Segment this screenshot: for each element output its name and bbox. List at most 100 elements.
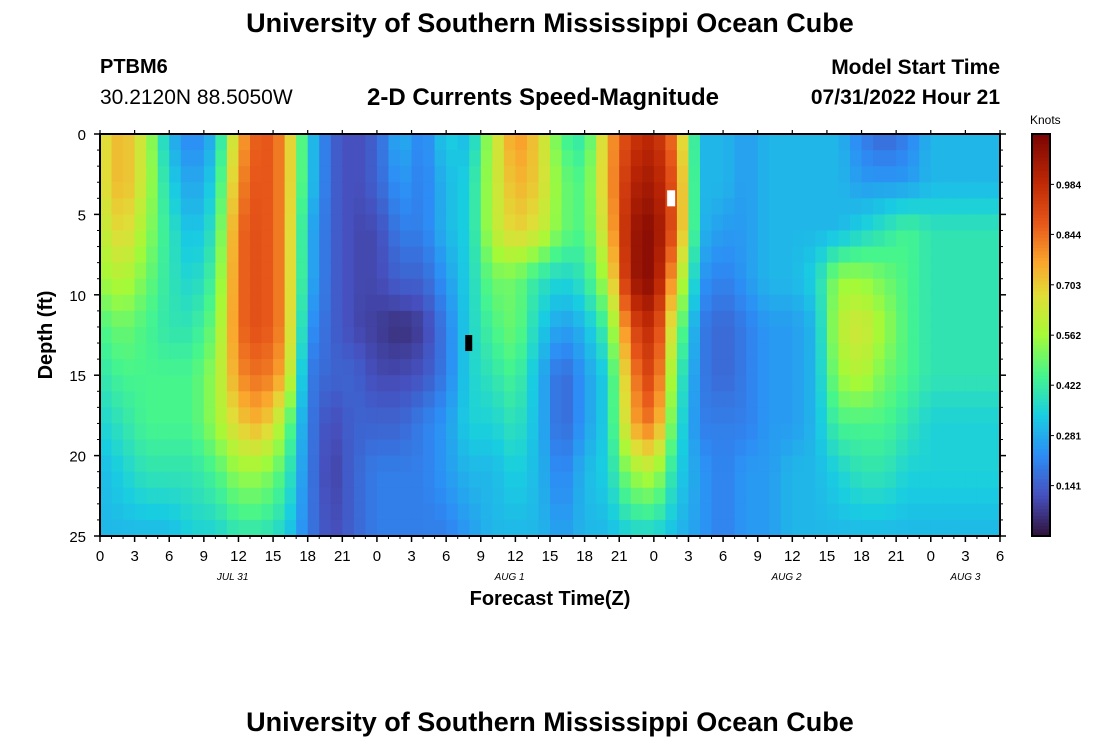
heatmap-cell (896, 134, 909, 151)
heatmap-cell (111, 423, 124, 441)
colorbar-segment (1032, 264, 1050, 269)
heatmap-cell (330, 182, 343, 199)
heatmap-cell (873, 294, 886, 312)
heatmap-cell (607, 423, 620, 441)
heatmap-cell (100, 359, 113, 376)
heatmap-cell (480, 150, 493, 167)
heatmap-cell (111, 455, 124, 473)
heatmap-cell (146, 487, 159, 505)
heatmap-cell (376, 198, 390, 215)
heatmap-cell (965, 278, 978, 296)
heatmap-cell (446, 423, 459, 441)
heatmap-cell (515, 375, 528, 392)
heatmap-cell (434, 487, 447, 505)
heatmap-cell (123, 230, 136, 248)
heatmap-cell (134, 150, 147, 167)
heatmap-cell (792, 471, 805, 489)
heatmap-cell (111, 519, 124, 537)
colorbar-segment (1032, 134, 1050, 138)
heatmap-cell (746, 455, 759, 473)
heatmap-cell (157, 471, 170, 489)
heatmap-cell (573, 519, 586, 537)
heatmap-cell (134, 359, 147, 376)
heatmap-cell (134, 166, 147, 183)
heatmap-cell (411, 326, 424, 344)
heatmap-cell (930, 310, 943, 328)
heatmap-cell (803, 487, 816, 505)
heatmap-cell (146, 278, 159, 296)
heatmap-cell (665, 519, 678, 537)
heatmap-cell (734, 198, 747, 215)
colorbar-segment (1032, 314, 1050, 319)
colorbar-segment (1032, 412, 1050, 416)
heatmap-cell (319, 310, 332, 328)
heatmap-cell (457, 471, 470, 489)
heatmap-cell (850, 166, 863, 183)
heatmap-cell (330, 310, 343, 328)
heatmap-cell (250, 278, 263, 296)
heatmap-cell (123, 375, 136, 392)
heatmap-cell (226, 455, 240, 473)
heatmap-cell (226, 182, 240, 199)
heatmap-cell (261, 487, 274, 505)
heatmap-cell (584, 359, 597, 376)
heatmap-cell (261, 262, 274, 280)
heatmap-cell (803, 423, 816, 441)
heatmap-cell (723, 519, 736, 537)
heatmap-cell (169, 375, 182, 392)
heatmap-cell (469, 230, 482, 248)
heatmap-cell (838, 182, 851, 199)
heatmap-cell (157, 519, 170, 537)
heatmap-cell (492, 198, 505, 215)
heatmap-cell (550, 246, 563, 264)
heatmap-cell (342, 471, 355, 489)
heatmap-cell (988, 375, 1001, 392)
heatmap-cell (584, 455, 597, 473)
heatmap-cell (330, 262, 343, 280)
heatmap-cell (307, 150, 320, 167)
heatmap-cell (561, 310, 574, 328)
colorbar-segment (1032, 214, 1050, 219)
heatmap-cell (550, 166, 563, 183)
heatmap-cell (907, 519, 920, 537)
heatmap-cell (792, 407, 805, 425)
heatmap-cell (503, 503, 516, 521)
heatmap-cell (688, 278, 701, 296)
heatmap-cell (365, 198, 378, 215)
heatmap-cell (146, 503, 159, 521)
heatmap-cell (930, 150, 943, 167)
heatmap-cell (642, 439, 655, 457)
heatmap-cell (584, 487, 597, 505)
heatmap-cell (238, 198, 251, 215)
heatmap-cell (607, 407, 620, 425)
heatmap-cell (365, 310, 378, 328)
heatmap-cell (134, 326, 147, 344)
heatmap-cell (261, 278, 274, 296)
heatmap-cell (596, 198, 609, 215)
heatmap-cell (296, 246, 309, 264)
heatmap-cell (250, 375, 263, 392)
heatmap-cell (192, 503, 205, 521)
heatmap-cell (376, 246, 390, 264)
heatmap-cell (561, 230, 574, 248)
heatmap-cell (400, 198, 413, 215)
heatmap-cell (100, 246, 113, 264)
heatmap-cell (700, 407, 713, 425)
heatmap-cell (503, 262, 516, 280)
heatmap-cell (711, 471, 724, 489)
heatmap-cell (561, 262, 574, 280)
heatmap-cell (723, 503, 736, 521)
heatmap-cell (896, 182, 909, 199)
heatmap-cell (573, 439, 586, 457)
heatmap-cell (953, 294, 966, 312)
heatmap-cell (319, 487, 332, 505)
heatmap-cell (157, 150, 170, 167)
heatmap-cell (388, 310, 401, 328)
heatmap-cell (607, 503, 620, 521)
heatmap-cell (653, 359, 666, 376)
heatmap-cell (873, 230, 886, 248)
heatmap-cell (573, 471, 586, 489)
heatmap-cell (584, 134, 597, 151)
heatmap-cell (111, 198, 124, 215)
heatmap-cell (676, 150, 690, 167)
